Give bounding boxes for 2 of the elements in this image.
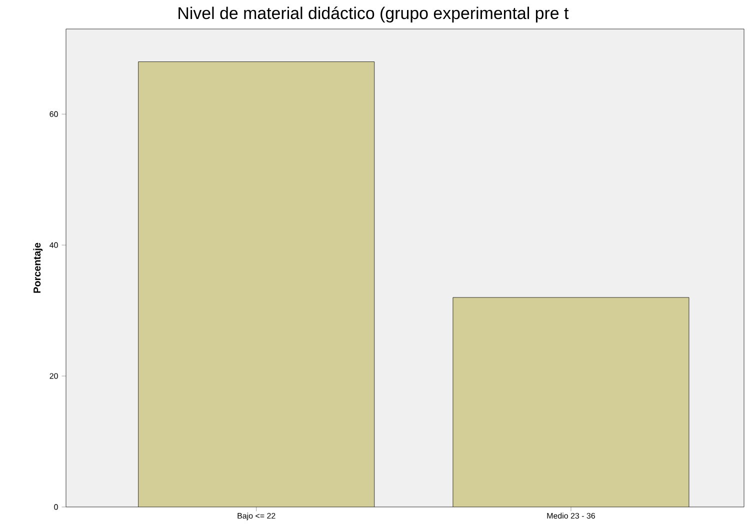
chart-title: Nivel de material didáctico (grupo experimental pre t (178, 6, 569, 22)
y-axis-title: Porcentaje (33, 242, 43, 293)
